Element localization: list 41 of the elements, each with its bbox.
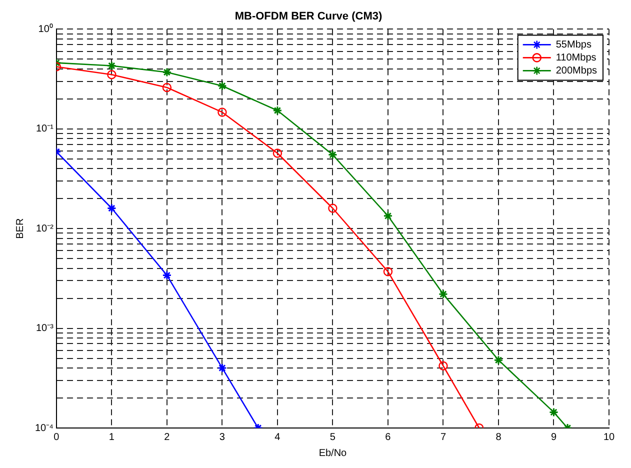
- point: [328, 204, 338, 213]
- x-tick-label: 7: [440, 432, 446, 443]
- legend-label: 200Mbps: [556, 65, 598, 76]
- point: [106, 204, 116, 213]
- point: [106, 60, 116, 70]
- y-tick-label: 10⁻³: [36, 323, 54, 334]
- x-tick-label: 8: [496, 432, 502, 443]
- x-tick-label: 6: [385, 432, 392, 443]
- point: [217, 81, 227, 91]
- y-tick-label: 10⁰: [38, 22, 54, 35]
- y-tick-label: 10⁻¹: [36, 124, 54, 135]
- x-tick-label: 10: [603, 432, 615, 443]
- y-tick-label: 10⁻²: [36, 223, 54, 234]
- chart-title: MB-OFDM BER Curve (CM3): [234, 10, 382, 23]
- point: [162, 68, 172, 77]
- point: [438, 361, 448, 370]
- point: [383, 267, 393, 276]
- point: [494, 355, 504, 365]
- x-tick-label: 9: [550, 432, 557, 443]
- point: [328, 150, 338, 160]
- point: [383, 211, 393, 221]
- y-axis-title: BER: [14, 218, 26, 239]
- x-tick-label: 4: [274, 432, 281, 443]
- x-tick-label: 0: [54, 432, 60, 443]
- x-axis-title: Eb/No: [318, 448, 348, 459]
- point: [107, 70, 116, 80]
- point: [272, 106, 282, 116]
- point: [218, 108, 227, 117]
- legend-label: 110Mbps: [556, 52, 596, 64]
- x-tick-label: 5: [330, 432, 336, 443]
- point: [438, 289, 448, 299]
- y-tick-label: 10⁻⁴: [35, 422, 54, 434]
- point: [162, 82, 172, 92]
- x-tick-label: 3: [219, 432, 226, 443]
- point: [548, 407, 558, 417]
- legend-label: 55Mbps: [556, 39, 592, 50]
- point: [162, 270, 172, 280]
- point: [272, 148, 282, 158]
- x-tick-label: 2: [164, 432, 170, 443]
- point: [217, 363, 227, 373]
- x-tick-label: 1: [108, 432, 115, 443]
